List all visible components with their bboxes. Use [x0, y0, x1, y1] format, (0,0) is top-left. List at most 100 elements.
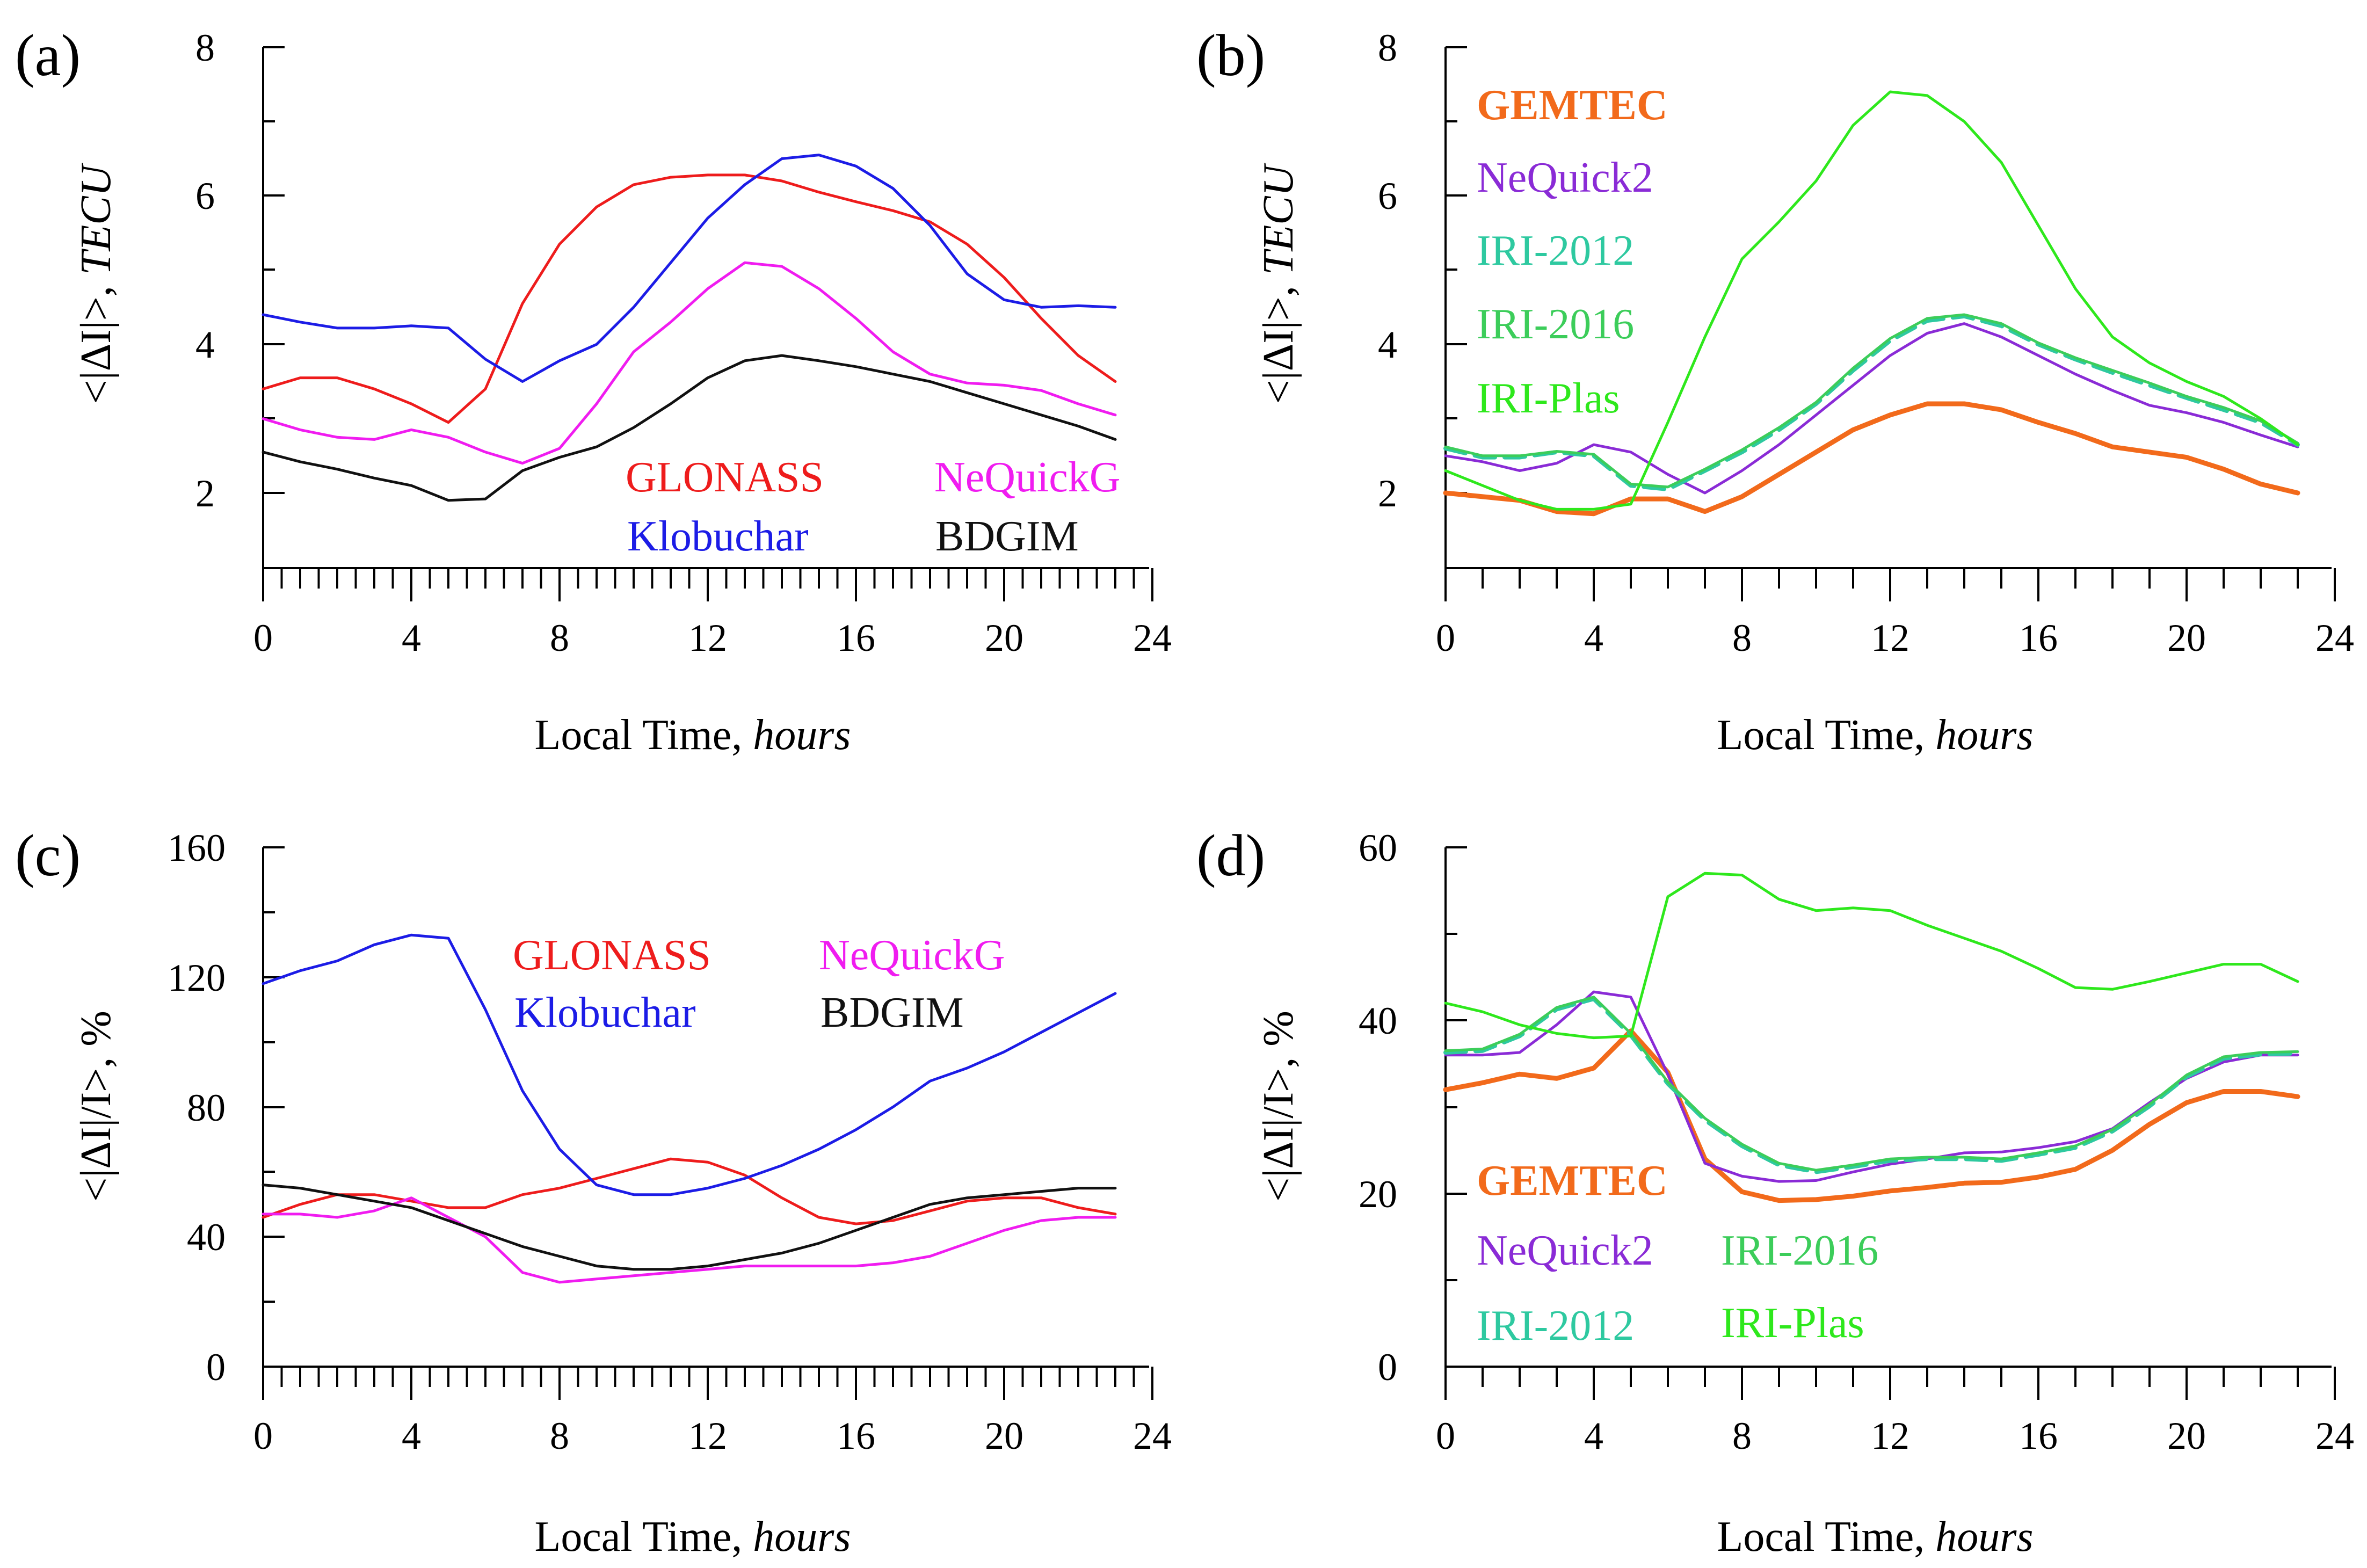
panel-d-xtick-labels: 0 4 8 12 16 20 24: [1436, 1414, 2354, 1457]
panel-b-ytick-label: 2: [1378, 472, 1397, 515]
panel-d-ytick-label: 60: [1359, 826, 1397, 869]
panel-b-ytick-labels: 8 6 4 2: [1378, 26, 1397, 515]
panel-a-lines: [262, 154, 1117, 502]
panel-c-ytick-label: 40: [187, 1216, 226, 1259]
panel-d-xlabel: Local Time, hours: [1717, 1513, 2034, 1560]
series-line-iri-2012: [1443, 314, 2300, 492]
panel-c-xlabel-text: Local Time,: [535, 1513, 743, 1560]
series-line-nequickg: [262, 261, 1117, 465]
panel-a-ytick-label: 6: [195, 175, 215, 217]
panel-d-xtick-label: 0: [1436, 1414, 1455, 1457]
panel-d: (d) 60 40 20 0 0 4 8 12 16 20 24 Local T…: [1196, 823, 2354, 1560]
panel-d-xtick-label: 24: [2315, 1414, 2354, 1457]
panel-d-axes: [1444, 846, 2332, 1368]
legend-glonass: GLONASS: [513, 932, 711, 979]
panel-c-legend: GLONASS Klobuchar NeQuickG BDGIM: [513, 932, 1005, 1036]
panel-a-xtick-label: 8: [550, 616, 569, 659]
panel-b-xtick-labels: 0 4 8 12 16 20 24: [1436, 616, 2354, 659]
panel-d-legend: GEMTEC NeQuick2 IRI-2012 IRI-2016 IRI-Pl…: [1477, 1157, 1878, 1349]
panel-d-ytick-label: 0: [1378, 1346, 1397, 1389]
series-line-bdgim: [262, 1184, 1117, 1271]
panel-b-xtick-label: 24: [2315, 616, 2354, 659]
panel-a-legend: GLONASS Klobuchar NeQuickG BDGIM: [626, 454, 1121, 560]
panel-b-xticks: [1444, 568, 2336, 601]
legend-iri-2012: IRI-2012: [1477, 227, 1634, 274]
panel-d-label: (d): [1196, 823, 1265, 888]
panel-c-ylabel: <|ΔI|/I>, %: [72, 1011, 120, 1202]
panel-d-xticks: [1444, 1367, 2336, 1400]
panel-b-ylabel-unit: TECU: [1255, 162, 1302, 275]
panel-b-ylabel: <|ΔI|>, TECU: [1255, 162, 1302, 404]
panel-b-ylabel-text: <|ΔI|>,: [1255, 286, 1302, 404]
panel-b-ytick-label: 6: [1378, 175, 1397, 217]
panel-c-xticks: [262, 1367, 1153, 1400]
panel-c-ytick-label: 120: [168, 956, 226, 999]
panel-a-ytick-label: 2: [195, 472, 215, 515]
panel-c-xtick-labels: 0 4 8 12 16 20 24: [253, 1414, 1172, 1457]
legend-iri-plas: IRI-Plas: [1721, 1300, 1864, 1347]
panel-d-xtick-label: 8: [1732, 1414, 1752, 1457]
panel-a-xtick-labels: 0 4 8 12 16 20 24: [253, 616, 1172, 659]
series-line-gemtec: [1443, 1028, 2300, 1203]
panel-a: (a) 8 6 4 2 0 4 8 12 16 20 24 Local Time…: [15, 23, 1172, 759]
panel-b-xtick-label: 0: [1436, 616, 1455, 659]
panel-d-ylabel: <|ΔI|/I>, %: [1255, 1011, 1302, 1202]
panel-c-lines: [262, 933, 1117, 1284]
series-line-iri-plas: [1444, 90, 2299, 511]
panel-a-ylabel: <|ΔI|>, TECU: [72, 162, 120, 404]
panel-b-xtick-label: 16: [2019, 616, 2058, 659]
series-line-iri-plas: [1444, 872, 2299, 1040]
legend-gemtec: GEMTEC: [1477, 82, 1668, 129]
panel-b-xtick-label: 4: [1584, 616, 1603, 659]
legend-glonass: GLONASS: [626, 454, 824, 501]
panel-c-xtick-label: 8: [550, 1414, 569, 1457]
panel-d-ytick-label: 20: [1359, 1173, 1397, 1216]
panel-b-xlabel: Local Time, hours: [1717, 712, 2034, 759]
panel-b-lines: [1443, 90, 2300, 517]
panel-b-xtick-label: 12: [1871, 616, 1909, 659]
legend-iri-plas: IRI-Plas: [1477, 375, 1620, 422]
panel-a-xtick-label: 24: [1133, 616, 1172, 659]
panel-c: (c) 160 120 80 40 0 0 4 8 12 16 20 24 Lo…: [15, 823, 1172, 1560]
panel-a-ylabel-text: <|ΔI|>,: [72, 286, 120, 404]
legend-nequickg: NeQuickG: [819, 932, 1005, 979]
panel-c-label: (c): [15, 823, 81, 888]
series-line-nequickg: [262, 1196, 1117, 1284]
panel-d-xlabel-unit: hours: [1935, 1513, 2033, 1560]
legend-iri-2016: IRI-2016: [1477, 301, 1634, 348]
panel-d-ytick-labels: 60 40 20 0: [1359, 826, 1397, 1389]
panel-a-xtick-label: 4: [402, 616, 421, 659]
series-line-bdgim: [262, 354, 1117, 502]
panel-c-xlabel-unit: hours: [753, 1513, 851, 1560]
panel-a-xtick-label: 16: [837, 616, 875, 659]
legend-gemtec: GEMTEC: [1477, 1157, 1668, 1204]
panel-a-ylabel-unit: TECU: [72, 162, 120, 275]
panel-d-ytick-label: 40: [1359, 999, 1397, 1042]
panel-a-ytick-label: 8: [195, 26, 215, 69]
panel-c-xtick-label: 20: [985, 1414, 1023, 1457]
series-line-nequick2: [1444, 322, 2299, 495]
panel-b-ytick-label: 4: [1378, 323, 1397, 366]
panel-a-xticks: [262, 568, 1153, 601]
panel-a-ytick-label: 4: [195, 323, 215, 366]
panel-c-ytick-label: 80: [187, 1086, 226, 1129]
panel-c-xtick-label: 4: [402, 1414, 421, 1457]
panel-c-xtick-label: 16: [837, 1414, 875, 1457]
series-line-gemtec: [1443, 401, 2300, 517]
legend-nequick2: NeQuick2: [1477, 154, 1653, 201]
panel-a-label: (a): [15, 23, 81, 88]
panel-b-xtick-label: 20: [2167, 616, 2206, 659]
panel-c-xtick-label: 24: [1133, 1414, 1172, 1457]
legend-nequick2: NeQuick2: [1477, 1227, 1653, 1274]
series-line-klobuchar: [262, 154, 1117, 383]
panel-d-xlabel-text: Local Time,: [1717, 1513, 1925, 1560]
panel-d-xtick-label: 12: [1871, 1414, 1909, 1457]
panel-a-xtick-label: 20: [985, 616, 1023, 659]
legend-bdgim: BDGIM: [935, 513, 1079, 560]
legend-iri-2012: IRI-2012: [1477, 1302, 1634, 1349]
panel-d-xtick-label: 16: [2019, 1414, 2058, 1457]
panel-c-ytick-label: 0: [206, 1346, 226, 1389]
series-line-iri-2016: [1444, 313, 2299, 489]
panel-a-xlabel: Local Time, hours: [535, 712, 851, 759]
